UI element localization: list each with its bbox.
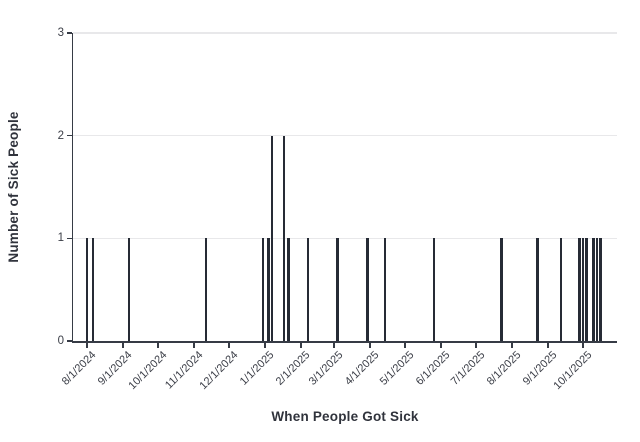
- y-tick-label: 2: [57, 129, 64, 142]
- x-tick: [300, 342, 303, 348]
- y-tick: [66, 134, 72, 137]
- bar: [500, 238, 503, 341]
- y-tick: [66, 237, 72, 240]
- bar: [592, 238, 595, 341]
- bar: [578, 238, 581, 341]
- x-tick: [86, 342, 88, 348]
- bar: [307, 238, 310, 341]
- bar: [383, 238, 387, 341]
- bar: [85, 238, 89, 341]
- bar: [432, 238, 436, 341]
- bar: [261, 238, 264, 341]
- bar: [270, 135, 274, 341]
- bar: [282, 135, 285, 341]
- y-tick-label: 3: [57, 27, 64, 39]
- y-tick-label: 1: [57, 232, 64, 245]
- x-tick: [369, 342, 371, 348]
- bar: [127, 238, 131, 341]
- bar: [599, 238, 602, 341]
- x-tick: [547, 342, 549, 348]
- x-tick: [333, 342, 335, 348]
- bar: [585, 238, 588, 341]
- bar: [204, 238, 207, 341]
- y-tick: [66, 340, 72, 342]
- x-tick: [511, 342, 513, 348]
- y-tick: [66, 32, 72, 34]
- bar: [595, 238, 599, 341]
- x-tick: [475, 342, 477, 348]
- x-tick: [122, 342, 124, 348]
- y-axis-title: Number of Sick People: [6, 111, 21, 263]
- x-tick: [440, 342, 442, 348]
- bar: [366, 238, 369, 341]
- x-tick: [264, 342, 266, 348]
- x-tick: [157, 342, 159, 348]
- bar: [267, 238, 270, 341]
- gridline-y2: [73, 134, 617, 137]
- x-axis-line: [71, 341, 617, 343]
- x-tick: [582, 342, 584, 348]
- bar: [536, 238, 539, 341]
- bar: [581, 238, 585, 341]
- x-tick: [404, 342, 406, 348]
- x-tick: [228, 342, 230, 348]
- bar: [559, 238, 563, 341]
- bar: [336, 238, 339, 341]
- x-axis-title: When People Got Sick: [271, 409, 419, 424]
- gridline-y1: [73, 237, 617, 240]
- bar: [91, 238, 94, 341]
- gridline-y3: [73, 32, 617, 34]
- y-axis-line: [71, 32, 74, 343]
- y-tick-label: 0: [57, 335, 64, 347]
- x-tick: [193, 342, 195, 348]
- bar: [287, 238, 290, 341]
